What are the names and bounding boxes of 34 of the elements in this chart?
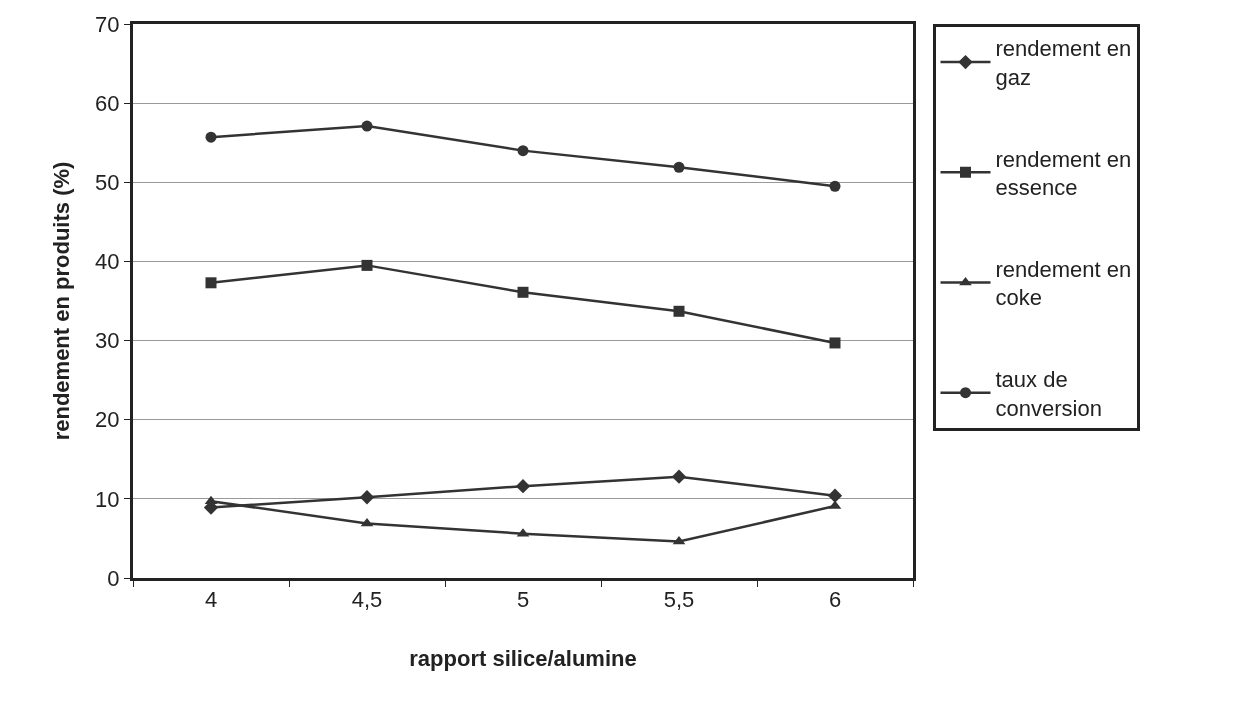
point: [829, 337, 841, 349]
point: [360, 517, 374, 527]
point: [517, 145, 529, 157]
point: [205, 277, 217, 289]
y-tick-label: 40: [95, 249, 120, 275]
y-tick-label: 20: [95, 407, 120, 433]
point: [361, 120, 373, 132]
point: [517, 286, 529, 298]
x-tick-label: 4: [204, 587, 218, 613]
y-tick-label: 70: [95, 11, 120, 37]
x-tick-label: 6: [828, 587, 842, 613]
y-tick-label: 0: [107, 565, 120, 591]
point: [515, 479, 531, 494]
legend-label: rendement en coke: [995, 256, 1132, 311]
point: [673, 161, 685, 173]
point: [359, 490, 375, 505]
x-axis-title: rapport silice/alumine: [409, 646, 637, 672]
y-axis-title: rendement en produits (%): [48, 161, 74, 441]
legend-label: rendement en essence: [995, 146, 1132, 201]
y-tick-label: 10: [95, 486, 120, 512]
point: [671, 469, 687, 484]
legend-label: taux de conversion: [995, 366, 1102, 421]
point: [829, 180, 841, 192]
point: [673, 305, 685, 317]
point: [361, 259, 373, 271]
y-tick-label: 60: [95, 90, 120, 116]
y-tick-label: 50: [95, 169, 120, 195]
point: [827, 488, 843, 503]
point: [205, 131, 217, 143]
legend-label: rendement en gaz: [995, 36, 1132, 90]
x-tick-label: 5: [516, 587, 530, 613]
x-tick-label: 5,5: [663, 587, 695, 613]
y-tick-label: 30: [95, 328, 120, 354]
x-tick-label: 4,5: [351, 587, 383, 613]
